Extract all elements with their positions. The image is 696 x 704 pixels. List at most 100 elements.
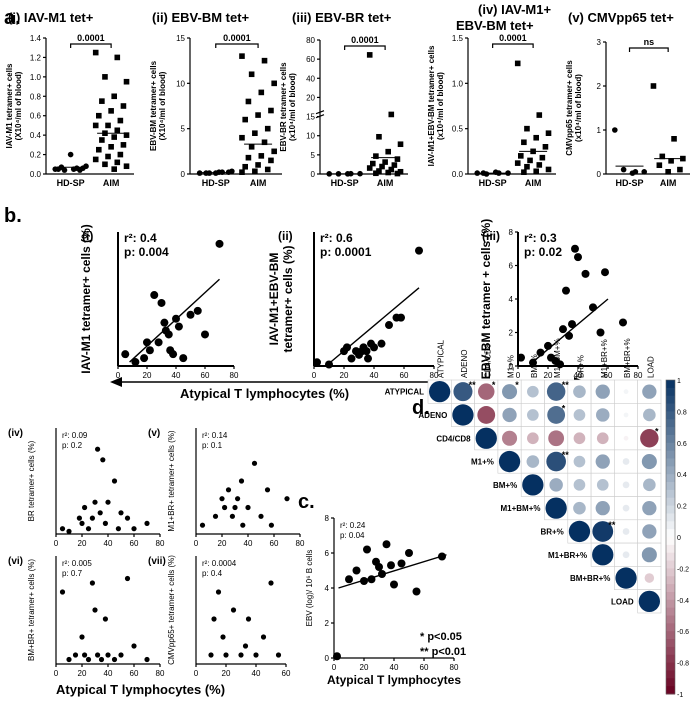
ylabel-aiv: IAV-M1+EBV-BM tetramer+ cells	[427, 45, 436, 166]
colorbar-tick: 0.2	[677, 504, 687, 511]
colorbar-tick: 0.4	[677, 472, 687, 479]
point-bi	[193, 306, 202, 315]
roman-bi: (i)	[82, 229, 93, 243]
dotplot-aiv: (iv) IAV-M1+EBV-BM tet+ 0.0 0.5 1.0 1.5 IAV-M…	[427, 2, 556, 188]
heatmap-star: *	[562, 403, 566, 413]
colorbar-segment	[666, 403, 675, 412]
xtick-label-biii: 0	[516, 371, 521, 380]
point-c	[412, 587, 421, 596]
pval-bv: p: 0.1	[202, 441, 223, 450]
point-av	[668, 158, 674, 164]
ytick-label-c: 6	[325, 549, 330, 558]
point-bi	[140, 354, 149, 363]
point-bvii	[223, 652, 229, 658]
point-ai	[114, 159, 121, 166]
panel-label-c: c.	[298, 491, 315, 513]
point-av	[671, 136, 677, 142]
heatmap-circle	[527, 409, 539, 421]
colorbar-segment	[666, 654, 675, 664]
point-bii	[364, 354, 372, 363]
point-aii	[242, 163, 248, 170]
point-ai	[111, 166, 117, 172]
point-aiii	[394, 170, 401, 177]
heatmap-star: *	[655, 427, 659, 437]
point-aii	[268, 107, 274, 114]
scatter-biii: 0 20 40 60 80 0 2 4 6 8 (iii) r²: 0.3p: 0.02 EBV-BM …	[479, 219, 643, 380]
xtick-label-bi: 0	[116, 371, 121, 380]
colorbar-segment	[666, 505, 675, 514]
point-aii	[248, 144, 255, 150]
point-bii	[377, 339, 386, 348]
point-bv	[229, 513, 235, 519]
heatmap-star: **	[469, 380, 477, 390]
panel-label-a: a.	[4, 7, 21, 29]
point-bvi	[98, 656, 105, 663]
heatmap-row-label: BM+BR+%	[570, 574, 610, 583]
ytick-label-aiv: 1.0	[452, 79, 464, 88]
heatmap-circle	[643, 478, 656, 492]
xtick-label-c: 20	[360, 663, 369, 672]
panel-label-b: b.	[4, 205, 22, 227]
colorbar-segment	[666, 686, 675, 695]
category-aii: HD-SP	[202, 178, 230, 188]
roman-bvi: (vi)	[8, 556, 23, 567]
point-c	[352, 566, 361, 575]
point-c	[345, 575, 353, 584]
xtick-label-bvi: 20	[78, 669, 87, 678]
heatmap-star: **	[562, 380, 570, 390]
pval-bvii: p: 0.4	[202, 569, 223, 578]
xtick-label-biv: 80	[156, 539, 165, 548]
heatmap-circle	[622, 481, 630, 489]
point-aiii	[376, 133, 382, 140]
heatmap-circle	[547, 406, 566, 424]
point-biv	[76, 515, 82, 521]
pvalue-aiii: 0.0001	[351, 35, 379, 45]
colorbar-segment	[666, 599, 675, 609]
ylabel-bvii: CMVpp65+ tetramer+ cells (%)	[167, 555, 176, 665]
point-c	[390, 580, 398, 589]
point-aiii	[388, 111, 395, 118]
chart-layer: (i) IAV-M1 tet+ 0.0 0.2 0.4 0.6 0.8 1.0 1.2 1.4 I…	[5, 2, 690, 699]
point-aii	[264, 166, 271, 173]
point-bv	[222, 504, 228, 511]
heatmap-circle	[527, 432, 539, 445]
heatmap-circle	[522, 474, 544, 496]
ylabel-bi: IAV-M1 tetramer+ cells (%)	[79, 224, 93, 374]
point-aiii	[385, 148, 391, 155]
significance-bracket-aii	[215, 43, 259, 48]
point-aiv	[527, 157, 533, 164]
point-bvi	[102, 616, 108, 622]
point-aiv	[492, 169, 499, 175]
legend-p01: ** p<0.01	[420, 646, 466, 658]
pval-c: p: 0.04	[340, 531, 365, 540]
point-aiii	[379, 163, 385, 170]
ytick-label-aiii: 40	[306, 74, 315, 83]
point-biii	[568, 320, 576, 329]
regression-line-biii	[529, 298, 609, 365]
xtick-label-bvi: 80	[156, 669, 165, 678]
point-aii	[245, 98, 252, 105]
point-biv	[82, 504, 88, 511]
heatmap-circle	[596, 479, 609, 491]
category-aii: AIM	[250, 178, 267, 188]
colorbar-segment	[666, 411, 675, 420]
point-c	[363, 545, 371, 554]
xtick-label-c: 60	[420, 663, 429, 672]
xtick-label-bi: 60	[201, 371, 210, 380]
point-bv	[199, 522, 206, 528]
panel-label-d: d.	[412, 397, 430, 419]
point-bv	[232, 504, 238, 511]
ylabel2-bii: tetramer+ cells (%)	[281, 245, 295, 352]
regression-line-bi	[129, 278, 220, 363]
point-bv	[245, 504, 251, 511]
heatmap-circle	[642, 384, 657, 399]
point-aiii	[366, 165, 373, 171]
heatmap-circle	[640, 429, 659, 448]
point-aii	[268, 157, 274, 164]
point-bv	[284, 496, 290, 502]
category-av: AIM	[660, 178, 677, 188]
ylabel2-av: (x10⁴/ml of blood)	[574, 74, 583, 142]
heatmap-circle	[595, 501, 610, 516]
heatmap-circle	[573, 385, 586, 398]
xtick-label-bv: 20	[218, 539, 227, 548]
